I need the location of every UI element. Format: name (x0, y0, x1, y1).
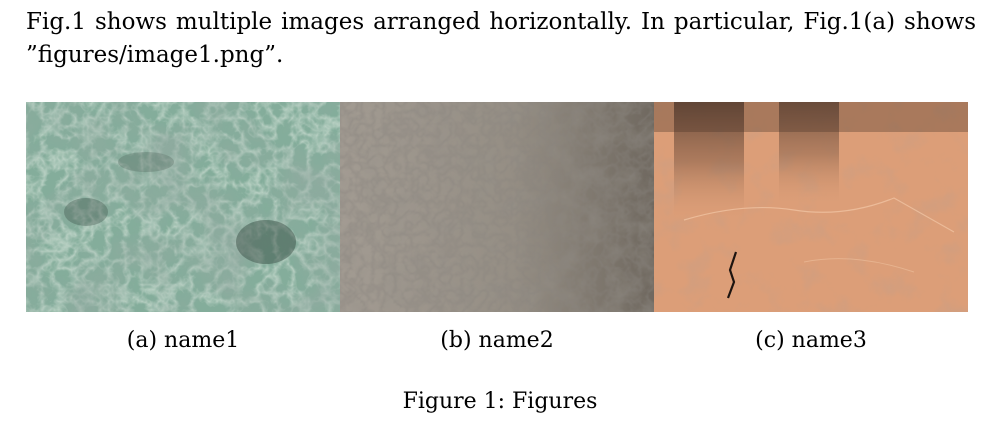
subfigure-image-c (654, 102, 968, 312)
paragraph-line-1: Fig.1 shows multiple images arranged hor… (26, 9, 976, 35)
subfigure-caption-b: (b) name2 (440, 328, 554, 353)
paragraph-line-2: ”figures/image1.png”. (26, 42, 284, 68)
figure-caption: Figure 1: Figures (402, 389, 598, 414)
subfigure-captions: (a) name1 (b) name2 (c) name3 (26, 327, 968, 355)
subfigure-image-a (26, 102, 340, 312)
subfigure-caption-a: (a) name1 (126, 328, 240, 353)
subfigure-row (26, 102, 968, 312)
body-paragraph: Fig.1 shows multiple images arranged hor… (26, 6, 976, 72)
subfigure-caption-c: (c) name3 (755, 328, 867, 353)
subfigure-image-b (340, 102, 654, 312)
